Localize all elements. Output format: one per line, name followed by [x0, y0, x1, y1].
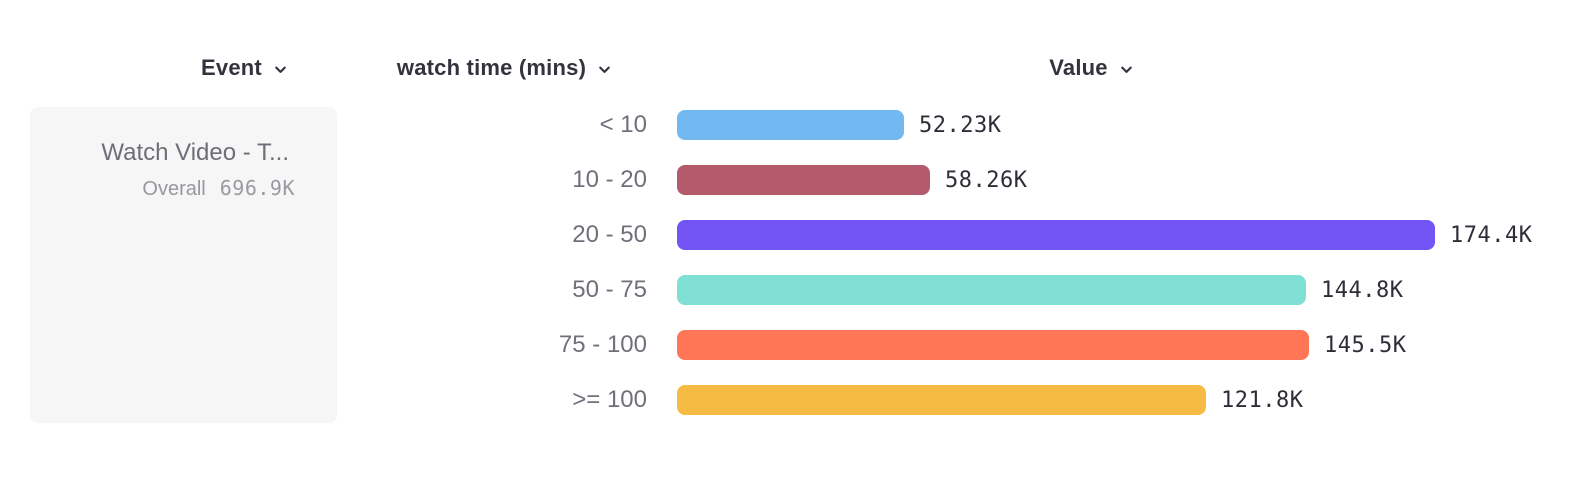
bar-value-label: 52.23K	[919, 112, 1002, 138]
bar[interactable]	[677, 220, 1435, 250]
overall-value: 696.9K	[219, 176, 295, 200]
event-card[interactable]: Watch Video - T... Overall 696.9K	[30, 107, 337, 423]
bar-value-label: 145.5K	[1324, 332, 1407, 358]
category-label: 50 - 75	[572, 276, 647, 303]
bar-row: 20 - 50 174.4K	[340, 220, 1532, 250]
bar-row: 75 - 100 145.5K	[340, 330, 1532, 360]
bar[interactable]	[677, 275, 1306, 305]
category-label: 10 - 20	[572, 166, 647, 193]
bar-track: 121.8K	[677, 385, 1303, 415]
category-label: < 10	[599, 111, 647, 138]
event-name: Watch Video - T...	[101, 139, 289, 166]
bar-track: 58.26K	[677, 165, 1027, 195]
bar-track: 174.4K	[677, 220, 1532, 250]
bar-row: 10 - 20 58.26K	[340, 165, 1532, 195]
bar[interactable]	[677, 165, 930, 195]
event-overall-row: Overall 696.9K	[30, 176, 337, 201]
bar-track: 145.5K	[677, 330, 1406, 360]
chevron-down-icon	[272, 58, 289, 78]
chevron-down-icon	[1118, 58, 1135, 78]
bar[interactable]	[677, 385, 1206, 415]
column-header-watch-time-label: watch time (mins)	[396, 55, 587, 80]
column-header-event-label: Event	[201, 55, 262, 80]
category-label: 75 - 100	[558, 331, 647, 358]
column-header-value[interactable]: Value	[677, 52, 1507, 84]
overall-label: Overall	[142, 178, 206, 200]
bar-track: 144.8K	[677, 275, 1403, 305]
bar-value-label: 174.4K	[1450, 222, 1533, 248]
chevron-down-icon	[596, 58, 613, 78]
category-label: 20 - 50	[572, 221, 647, 248]
bar-value-label: 121.8K	[1221, 387, 1304, 413]
bar-row: 50 - 75 144.8K	[340, 275, 1532, 305]
bar-track: 52.23K	[677, 110, 1001, 140]
category-label: >= 100	[572, 386, 647, 413]
bar[interactable]	[677, 110, 904, 140]
column-header-watch-time[interactable]: watch time (mins)	[340, 52, 670, 84]
bar-chart: < 10 52.23K 10 - 20 58.26K 20 - 50 174.4K 50 -…	[340, 110, 1532, 415]
column-header-value-label: Value	[1049, 55, 1108, 80]
column-header-event[interactable]: Event	[150, 52, 340, 84]
bar-value-label: 58.26K	[945, 167, 1028, 193]
bar[interactable]	[677, 330, 1309, 360]
bar-value-label: 144.8K	[1321, 277, 1404, 303]
bar-row: >= 100 121.8K	[340, 385, 1532, 415]
bar-row: < 10 52.23K	[340, 110, 1532, 140]
